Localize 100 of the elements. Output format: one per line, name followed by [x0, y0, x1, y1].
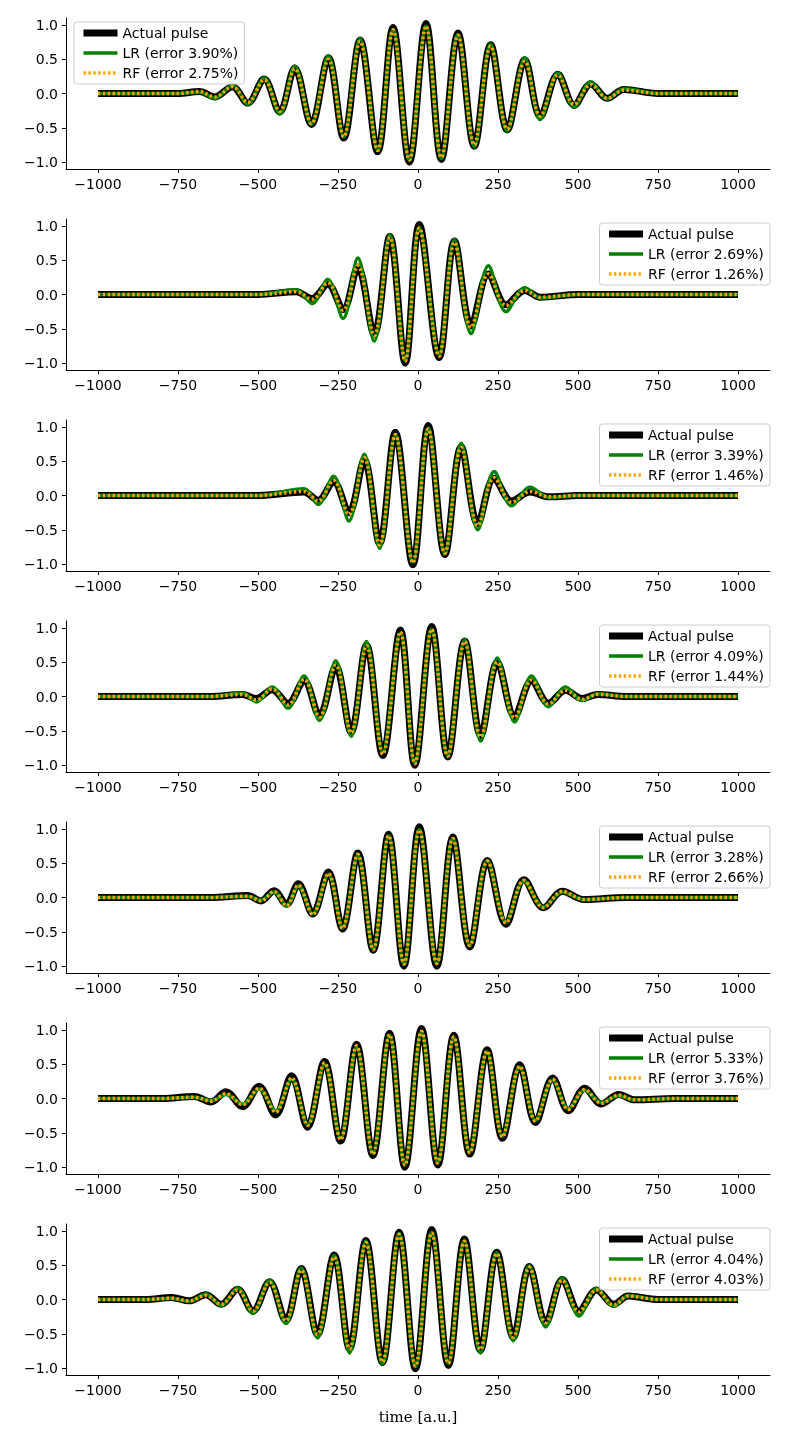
x-tick-label: −1000	[74, 578, 122, 594]
y-tick-label: −0.5	[24, 722, 58, 739]
x-tick-label: 500	[564, 980, 592, 996]
x-tick-label: 1000	[720, 176, 756, 192]
y-tick-label: 1.0	[35, 418, 58, 435]
legend-label: RF (error 1.44%)	[648, 668, 765, 684]
legend-label: Actual pulse	[648, 1030, 734, 1046]
x-tick-label: −750	[158, 980, 198, 996]
x-tick-label: −500	[238, 176, 278, 192]
legend-label: RF (error 3.76%)	[648, 1070, 765, 1086]
x-tick-label: 1000	[720, 1382, 756, 1398]
y-tick-label: −0.5	[24, 320, 58, 337]
legend-label: LR (error 2.69%)	[648, 246, 764, 262]
legend-label: Actual pulse	[648, 427, 734, 443]
y-tick-label: −1.0	[24, 958, 58, 975]
y-tick-label: 0.0	[35, 1291, 58, 1308]
x-tick-label: 750	[644, 980, 672, 996]
x-tick-label: 0	[413, 980, 423, 996]
legend-label: RF (error 1.46%)	[648, 467, 765, 483]
x-tick-label: −500	[238, 377, 278, 393]
y-tick-label: −1.0	[24, 154, 58, 171]
x-tick-label: 750	[644, 176, 672, 192]
x-tick-label: 0	[413, 1181, 423, 1197]
x-tick-label: −750	[158, 779, 198, 795]
x-tick-label: −250	[318, 1181, 358, 1197]
y-tick-label: −1.0	[24, 556, 58, 573]
y-tick-label: 0.0	[35, 85, 58, 102]
x-tick-label: −250	[318, 779, 358, 795]
y-tick-label: −1.0	[24, 757, 58, 774]
x-tick-label: −250	[318, 377, 358, 393]
x-tick-label: −500	[238, 779, 278, 795]
x-tick-label: 1000	[720, 779, 756, 795]
legend-label: LR (error 4.09%)	[648, 648, 764, 664]
x-tick-label: 750	[644, 377, 672, 393]
x-tick-label: 0	[413, 176, 423, 192]
y-tick-label: 0.0	[35, 286, 58, 303]
x-tick-label: −1000	[74, 377, 122, 393]
x-tick-label: 250	[484, 980, 512, 996]
x-tick-label: 0	[413, 779, 423, 795]
x-tick-label: −500	[238, 578, 278, 594]
legend-label: LR (error 3.39%)	[648, 447, 764, 463]
legend-label: LR (error 3.28%)	[648, 849, 764, 865]
x-tick-label: −500	[238, 980, 278, 996]
x-tick-label: −1000	[74, 1181, 122, 1197]
x-tick-label: −1000	[74, 176, 122, 192]
x-tick-label: 0	[413, 578, 423, 594]
y-tick-label: −0.5	[24, 1124, 58, 1141]
y-tick-label: 1.0	[35, 1222, 58, 1239]
legend-label: Actual pulse	[648, 226, 734, 242]
x-tick-label: −750	[158, 578, 198, 594]
legend-label: Actual pulse	[122, 25, 209, 41]
legend-label: Actual pulse	[648, 628, 734, 644]
x-tick-label: 750	[644, 1181, 672, 1197]
x-tick-label: 0	[413, 1382, 423, 1398]
x-tick-label: 500	[564, 377, 592, 393]
x-tick-label: −1000	[74, 1382, 122, 1398]
y-tick-label: −1.0	[24, 355, 58, 372]
legend-label: LR (error 5.33%)	[648, 1050, 764, 1066]
y-tick-label: 1.0	[35, 1021, 58, 1038]
y-tick-label: −1.0	[24, 1360, 58, 1377]
y-tick-label: 0.0	[35, 487, 58, 504]
x-tick-label: 250	[484, 1382, 512, 1398]
y-tick-label: 0.5	[35, 1257, 58, 1274]
y-tick-label: −1.0	[24, 1159, 58, 1176]
x-tick-label: 250	[484, 578, 512, 594]
x-tick-label: −500	[238, 1382, 278, 1398]
y-tick-label: 0.5	[35, 252, 58, 269]
x-tick-label: 750	[644, 578, 672, 594]
y-tick-label: 0.5	[35, 453, 58, 470]
x-tick-label: 1000	[720, 377, 756, 393]
x-tick-label: 1000	[720, 578, 756, 594]
x-tick-label: 750	[644, 1382, 672, 1398]
x-tick-label: 1000	[720, 1181, 756, 1197]
x-tick-label: 500	[564, 779, 592, 795]
legend-label: LR (error 3.90%)	[122, 45, 239, 61]
y-tick-label: 0.5	[35, 654, 58, 671]
y-tick-label: −0.5	[24, 119, 58, 136]
x-tick-label: 500	[564, 1382, 592, 1398]
y-tick-label: 1.0	[35, 619, 58, 636]
y-tick-label: 1.0	[35, 217, 58, 234]
legend-label: Actual pulse	[648, 829, 734, 845]
y-tick-label: 1.0	[35, 820, 58, 837]
y-tick-label: 0.5	[35, 51, 58, 68]
x-tick-label: 250	[484, 1181, 512, 1197]
x-tick-label: −250	[318, 1382, 358, 1398]
y-tick-label: 0.0	[35, 688, 58, 705]
x-tick-label: 250	[484, 176, 512, 192]
legend-label: RF (error 2.75%)	[122, 65, 239, 81]
y-tick-label: 1.0	[35, 16, 58, 33]
x-tick-label: 1000	[720, 980, 756, 996]
y-tick-label: −0.5	[24, 521, 58, 538]
x-tick-label: 500	[564, 578, 592, 594]
y-tick-label: −0.5	[24, 923, 58, 940]
y-tick-label: 0.0	[35, 1090, 58, 1107]
x-axis-title: time [a.u.]	[378, 1407, 458, 1426]
x-tick-label: −500	[238, 1181, 278, 1197]
x-tick-label: −250	[318, 980, 358, 996]
x-tick-label: −250	[318, 578, 358, 594]
legend-label: RF (error 4.03%)	[648, 1271, 765, 1287]
x-tick-label: 250	[484, 377, 512, 393]
